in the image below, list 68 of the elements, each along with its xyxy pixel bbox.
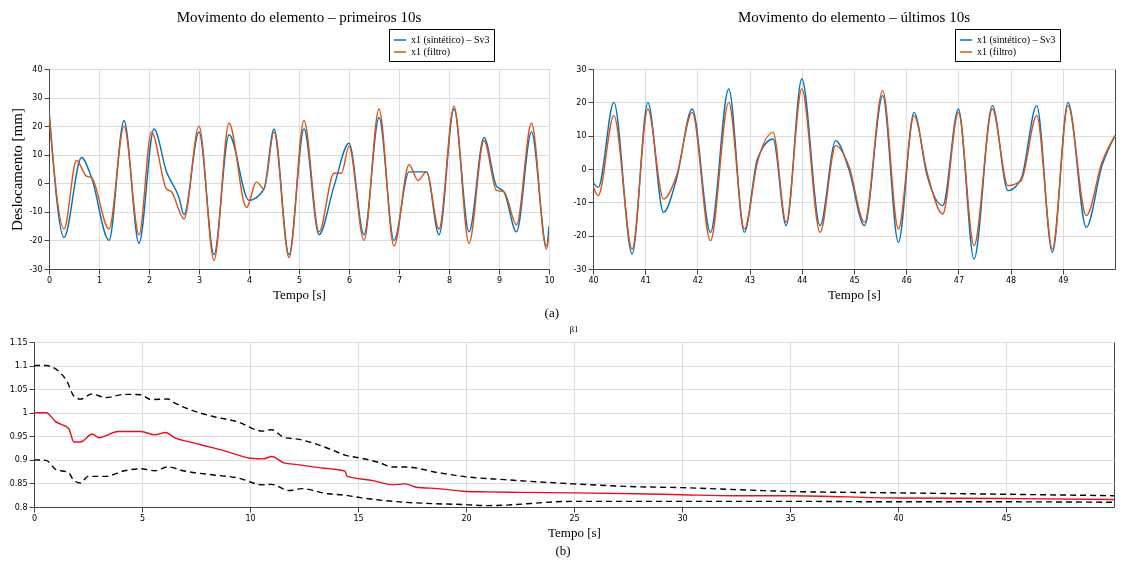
y-tick-label: 1.1: [14, 361, 28, 371]
y-tick-label: 0.8: [14, 502, 28, 512]
x-tick-label: 40: [893, 513, 904, 523]
x-axis-title: Tempo [s]: [828, 286, 881, 302]
y-tick-label: 20: [32, 121, 43, 131]
y-axis-title: Deslocamento [mm]: [9, 108, 26, 231]
x-tick-label: 10: [544, 275, 555, 285]
y-tick-label: 20: [576, 97, 587, 107]
line-series: [34, 364, 1114, 497]
y-tick-label: 1.15: [9, 337, 28, 347]
x-tick-label: 5: [296, 275, 303, 285]
x-tick-label: 35: [785, 513, 796, 523]
legend-label: x1 (filtro): [977, 46, 1017, 58]
x-tick-label: 42: [692, 275, 703, 285]
x-tick-label: 49: [1058, 275, 1069, 285]
legend-label: x1 (sintético) – Sv3: [411, 34, 490, 46]
x-tick-label: 44: [797, 275, 808, 285]
y-tick-label: 0: [37, 178, 43, 188]
x-tick-label: 41: [640, 275, 651, 285]
x-axis-title: Tempo [s]: [548, 524, 601, 540]
y-tick-label: 10: [32, 150, 43, 160]
y-tick-label: 30: [32, 93, 43, 103]
y-tick-label: -30: [573, 264, 587, 274]
y-tick-label: -30: [29, 264, 43, 274]
x-tick-label: 7: [396, 275, 403, 285]
x-tick-label: 1: [96, 275, 103, 285]
legend-label: x1 (filtro): [411, 46, 451, 58]
x-tick-label: 43: [745, 275, 756, 285]
x-tick-label: 6: [346, 275, 353, 285]
y-tick-label: 1.05: [9, 384, 28, 394]
x-tick-label: 30: [677, 513, 688, 523]
x-tick-label: 0: [46, 275, 53, 285]
x-tick-label: 46: [901, 275, 912, 285]
x-axis-title: Tempo [s]: [273, 286, 326, 302]
y-tick-label: 0: [581, 164, 587, 174]
y-tick-label: -10: [29, 207, 43, 217]
y-tick-label: -10: [573, 197, 587, 207]
x-tick-label: 3: [196, 275, 203, 285]
y-tick-label: -20: [29, 235, 43, 245]
x-tick-label: 45: [1001, 513, 1012, 523]
x-tick-label: 45: [849, 275, 860, 285]
chart-title: β1: [569, 324, 579, 334]
line-series: [34, 412, 1114, 501]
x-tick-label: 5: [139, 513, 146, 523]
y-tick-label: 10: [576, 131, 587, 141]
x-tick-label: 10: [245, 513, 256, 523]
x-tick-label: 40: [588, 275, 599, 285]
y-tick-label: 40: [32, 64, 43, 74]
y-tick-label: 0.95: [9, 431, 28, 441]
y-tick-label: 0.9: [14, 455, 28, 465]
x-tick-label: 25: [569, 513, 580, 523]
x-tick-label: 9: [496, 275, 503, 285]
y-tick-label: 1: [22, 408, 28, 418]
y-tick-label: -20: [573, 231, 587, 241]
y-tick-label: 30: [576, 64, 587, 74]
x-tick-label: 2: [146, 275, 153, 285]
x-tick-label: 15: [353, 513, 364, 523]
y-tick-label: 0.85: [9, 478, 28, 488]
x-tick-label: 47: [953, 275, 964, 285]
text: (b): [554, 543, 572, 558]
x-tick-label: 48: [1006, 275, 1017, 285]
chart-title: Movimento do elemento – últimos 10s: [737, 8, 971, 25]
text: (a): [543, 305, 559, 320]
chart-title: Movimento do elemento – primeiros 10s: [176, 8, 422, 25]
x-tick-label: 20: [461, 513, 472, 523]
x-tick-label: 8: [446, 275, 453, 285]
x-tick-label: 4: [246, 275, 253, 285]
legend-label: x1 (sintético) – Sv3: [977, 34, 1056, 46]
